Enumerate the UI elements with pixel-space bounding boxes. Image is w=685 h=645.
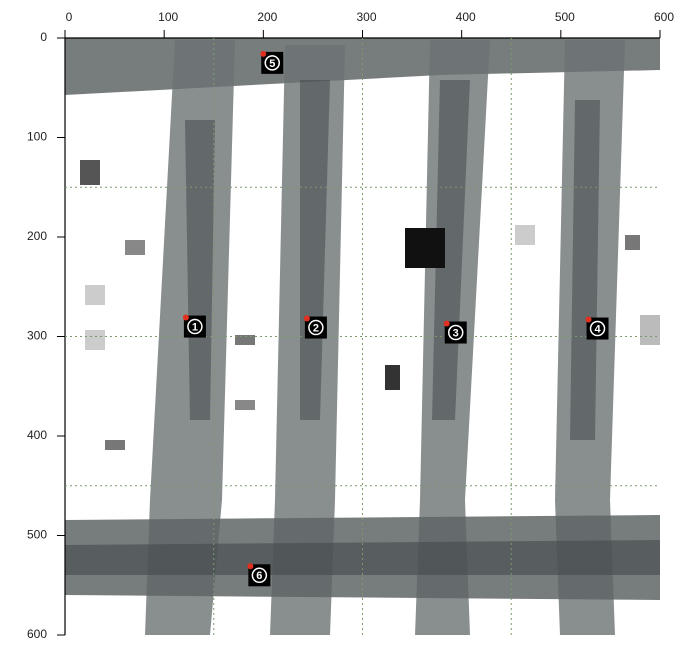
- marker-ring: [264, 55, 281, 71]
- y-tick-label: 100: [27, 130, 47, 144]
- marker-box: [248, 564, 271, 587]
- marker-ring: [447, 324, 464, 341]
- marker-ring: [589, 320, 606, 337]
- marker-box: [444, 321, 467, 344]
- x-tick-label: 0: [66, 10, 73, 24]
- x-tick-label: 400: [456, 10, 476, 24]
- marker-dot: [182, 314, 189, 321]
- marker-box: [183, 315, 206, 338]
- x-tick-label: 100: [158, 10, 178, 24]
- y-tick-label: 0: [40, 30, 47, 44]
- marker-dot: [260, 50, 267, 57]
- marker-label: 3: [453, 327, 459, 339]
- marker-label: 5: [269, 58, 275, 70]
- marker-box: [304, 316, 327, 339]
- x-tick-label: 200: [257, 10, 277, 24]
- marker-dot: [585, 316, 592, 323]
- marker-label: 4: [594, 323, 601, 335]
- marker-dot: [443, 320, 450, 327]
- x-tick-label: 600: [654, 10, 674, 24]
- x-tick-label: 300: [356, 10, 376, 24]
- marker-ring: [251, 567, 268, 584]
- marker-label: 2: [313, 322, 319, 334]
- marker-box: [261, 51, 284, 74]
- marker-dot: [303, 315, 310, 322]
- y-tick-label: 400: [27, 428, 47, 442]
- marker-ring: [308, 319, 324, 336]
- y-tick-label: 600: [27, 627, 47, 641]
- x-tick-label: 500: [555, 10, 575, 24]
- marker-label: 6: [256, 570, 262, 582]
- dark-spot: [405, 228, 445, 268]
- marker-label: 1: [192, 321, 198, 333]
- marker-dot: [247, 563, 254, 570]
- y-tick-label: 200: [27, 229, 47, 243]
- marker-ring: [187, 318, 203, 335]
- y-tick-label: 300: [27, 329, 47, 343]
- y-tick-label: 500: [27, 528, 47, 542]
- marker-box: [586, 317, 609, 340]
